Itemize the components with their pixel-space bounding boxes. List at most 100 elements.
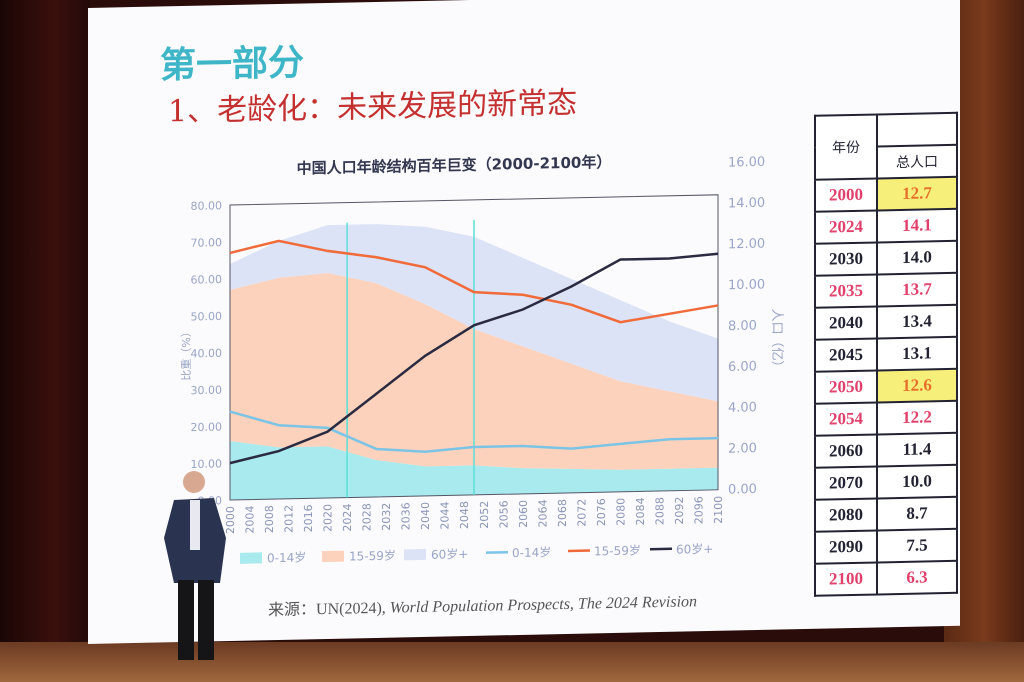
y-left-tick: 40.00 — [191, 347, 222, 361]
y-right-tick: 2.00 — [728, 441, 757, 457]
total-population-cell: 14.0 — [877, 240, 957, 275]
x-tick: 2056 — [497, 500, 510, 528]
x-tick: 2064 — [536, 499, 549, 527]
x-tick: 2076 — [595, 498, 608, 526]
x-tick: 2068 — [556, 499, 569, 527]
x-tick: 2020 — [322, 504, 335, 532]
year-cell: 2040 — [815, 306, 877, 340]
table-row: 2040 13.4 — [815, 304, 957, 340]
total-population-cell: 14.1 — [877, 208, 957, 243]
header-year: 年份 — [815, 114, 877, 180]
population-chart: 中国人口年龄结构百年巨变（2000-2100年） 0.00 10.00 20.00 30… — [179, 153, 784, 565]
table-row: 2060 11.4 — [815, 432, 957, 468]
legend-label: 15-59岁 — [349, 548, 396, 564]
total-population-cell: 13.7 — [877, 272, 957, 307]
total-population-cell: 12.2 — [877, 400, 957, 435]
table-row: 2070 10.0 — [815, 464, 957, 500]
line-2 — [229, 252, 719, 465]
x-tick: 2000 — [224, 506, 237, 534]
y-right-tick: 0.00 — [728, 482, 757, 498]
x-tick: 2008 — [263, 505, 276, 533]
total-population-cell: 12.6 — [877, 368, 957, 403]
x-tick: 2080 — [614, 498, 627, 526]
line-0 — [229, 410, 718, 453]
source-main: UN(2024), — [316, 599, 390, 619]
x-tick: 2072 — [575, 499, 588, 527]
total-population-cell: 8.7 — [877, 496, 957, 531]
legend-swatch-area — [322, 550, 344, 563]
part-title: 第一部分 — [160, 41, 305, 87]
table-row: 2100 6.3 — [815, 560, 957, 596]
year-cell: 2050 — [815, 370, 877, 404]
x-tick: 2024 — [341, 503, 354, 531]
legend-swatch-area — [404, 548, 426, 561]
y-right-tick: 8.00 — [728, 318, 757, 334]
x-tick: 2060 — [517, 500, 530, 528]
presentation-slide: 第一部分 1、老龄化：未来发展的新常态 中国人口年龄结构百年巨变（2000-21… — [88, 0, 960, 645]
legend-swatch-area — [240, 552, 262, 564]
legend-label: 0-14岁 — [512, 544, 551, 560]
speaker-person — [164, 471, 226, 660]
year-cell: 2030 — [815, 242, 877, 276]
y-right-tick: 4.00 — [728, 400, 757, 416]
year-cell: 2100 — [815, 562, 877, 596]
source-prefix: 来源： — [268, 601, 317, 620]
table-row: 2050 12.6 — [815, 368, 957, 404]
x-tick: 2052 — [478, 501, 491, 529]
y-left-tick: 20.00 — [191, 420, 222, 434]
chart-title: 中国人口年龄结构百年巨变（2000-2100年） — [297, 153, 612, 178]
y-right-label: 人口（亿） — [769, 308, 784, 373]
x-tick: 2084 — [634, 497, 647, 525]
y-right-tick: 12.00 — [728, 237, 765, 253]
total-population-cell: 6.3 — [877, 560, 957, 595]
y-right-tick: 10.00 — [728, 277, 765, 293]
year-cell: 2070 — [815, 466, 877, 500]
year-cell: 2090 — [815, 530, 877, 564]
table-row: 2024 14.1 — [815, 208, 957, 244]
y-left-tick: 60.00 — [191, 273, 222, 287]
x-tick: 2036 — [400, 502, 413, 530]
x-tick: 2044 — [439, 501, 452, 529]
y-left-tick: 50.00 — [191, 310, 222, 324]
y-left-tick: 10.00 — [191, 457, 222, 471]
header-total: 总人口 — [877, 144, 957, 179]
x-tick: 2004 — [244, 505, 257, 533]
line-1 — [229, 239, 719, 324]
year-cell: 2000 — [815, 178, 877, 212]
table-row: 2090 7.5 — [815, 528, 957, 564]
legend-label: 15-59岁 — [594, 542, 641, 558]
x-tick: 2088 — [653, 497, 666, 525]
table-row: 2030 14.0 — [815, 240, 957, 276]
year-cell: 2035 — [815, 274, 877, 308]
year-cell: 2045 — [815, 338, 877, 372]
legend-label: 60岁+ — [676, 541, 713, 557]
table-row: 2000 12.7 — [815, 176, 957, 212]
x-tick: 2048 — [458, 501, 471, 529]
year-cell: 2080 — [815, 498, 877, 532]
x-tick: 2096 — [692, 496, 705, 524]
curtain — [0, 0, 90, 682]
y-left-tick: 30.00 — [191, 384, 222, 398]
x-tick: 2016 — [302, 504, 315, 532]
legend-label: 0-14岁 — [267, 549, 306, 565]
table-row: 2054 12.2 — [815, 400, 957, 436]
x-tick: 2032 — [380, 503, 393, 531]
x-tick: 2012 — [283, 505, 296, 533]
total-population-cell: 13.4 — [877, 304, 957, 339]
total-population-cell: 7.5 — [877, 528, 957, 563]
total-population-cell: 11.4 — [877, 432, 957, 467]
population-table: 年份 总人口 2000 12.7 2024 14.1 2030 14.0 2035 13.7 2… — [814, 111, 958, 597]
x-tick: 2092 — [673, 496, 686, 524]
table-row: 2045 13.1 — [815, 336, 957, 372]
y-left-label: 比重（%） — [179, 326, 193, 381]
header-group — [877, 112, 957, 147]
y-right-tick: 14.00 — [728, 196, 765, 212]
total-population-cell: 13.1 — [877, 336, 957, 371]
year-cell: 2054 — [815, 402, 877, 436]
stage-floor — [0, 642, 1024, 682]
y-right-tick: 16.00 — [728, 155, 765, 171]
y-left-tick: 70.00 — [191, 236, 222, 250]
table-row: 2035 13.7 — [815, 272, 957, 308]
slide-subtitle: 1、老龄化：未来发展的新常态 — [168, 85, 578, 130]
total-population-cell: 10.0 — [877, 464, 957, 499]
